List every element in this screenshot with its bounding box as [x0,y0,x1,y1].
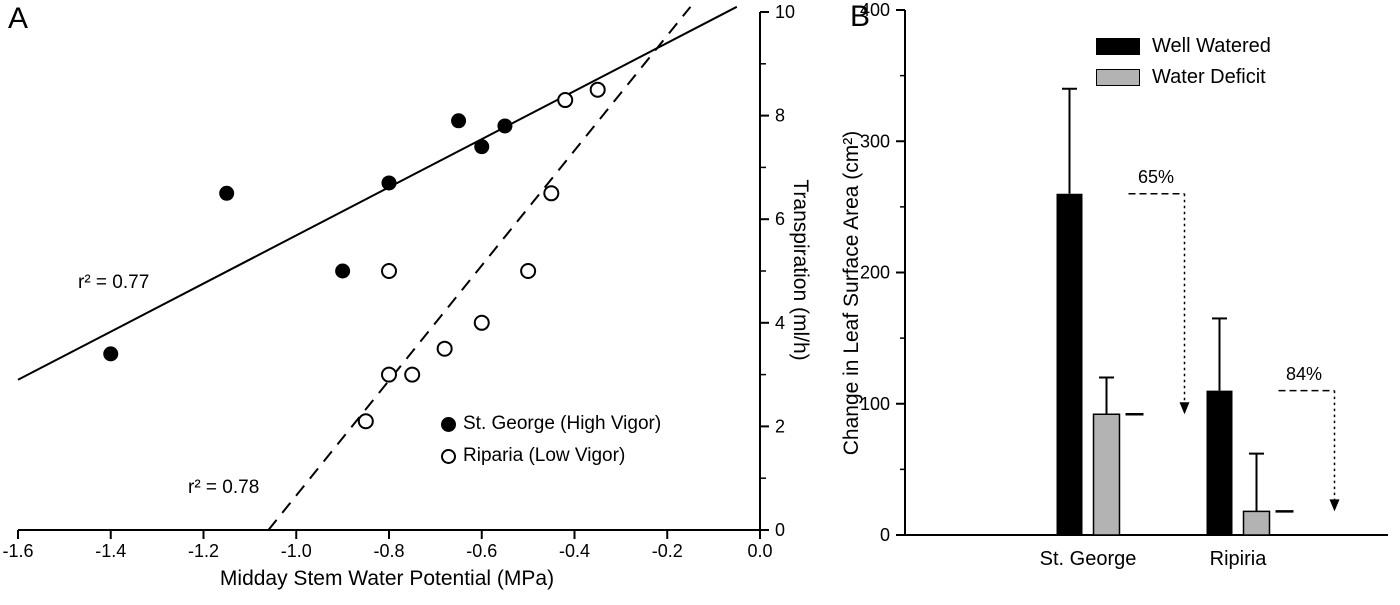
scatter-point-open-circle [557,92,574,109]
x-tick-label: -1.6 [2,541,33,561]
panel-a-label: A [8,2,29,35]
panel-b-bar-chart: 0 100 200 300 400 [860,0,1388,545]
scatter-point-open-circle [543,185,560,202]
x-tick-label: -1.2 [188,541,219,561]
legend-item-riparia: Riparia (Low Vigor) [463,445,626,466]
r-squared-dashed-label: r² = 0.78 [188,477,260,498]
bar-well-watered [1056,193,1083,535]
y-tick-label: 6 [775,209,785,229]
fit-line-solid [17,5,738,381]
scatter-point-open-circle [473,314,490,331]
category-label-ripiria: Ripiria [1209,548,1267,570]
scatter-point-open-circle [357,413,374,430]
legend-item-st-george: St. George (High Vigor) [463,413,662,434]
x-tick-label: -1.0 [281,541,312,561]
open-circle-legend-marker [441,449,456,464]
y-tick-label: 300 [860,131,890,151]
x-tick-label: -0.8 [373,541,404,561]
x-tick-label: 0.0 [747,541,772,561]
r-squared-solid-label: r² = 0.77 [78,272,150,293]
y-tick-label: 0 [880,525,890,545]
reduction-annotation-st-george: 65% [1137,167,1175,187]
filled-circle-legend-marker [441,417,456,432]
y-tick-label: 200 [860,263,890,283]
x-tick-label: -0.2 [652,541,683,561]
panel-b-label: B [850,0,871,33]
legend-item-well-watered: Well Watered [1152,35,1271,57]
y-tick-label: 8 [775,106,785,126]
water-deficit-legend-swatch [1096,69,1140,86]
y-tick-label: 4 [775,313,785,333]
bar-water-deficit [1242,510,1271,536]
panel-a-scatter-chart: -1.6 -1.4 -1.2 -1.0 -0.8 -0.6 -0.4 -0.2 0.00 2 4 6 8… [2,2,795,561]
category-label-st-george: St. George [1039,548,1137,570]
y-tick-label: 400 [860,0,890,20]
annotation-arrowhead [1329,499,1340,512]
scatter-point-filled-circle [451,113,467,129]
x-tick-label: -0.6 [466,541,497,561]
well-watered-legend-swatch [1096,38,1140,55]
y-tick-label: 10 [775,2,795,22]
scatter-point-filled-circle [219,185,235,201]
scatter-point-filled-circle [103,346,119,362]
scatter-point-filled-circle [474,139,490,155]
panel-a-y-axis-title: Transpiration (ml/h) [789,179,812,361]
reduction-annotation-ripiria: 84% [1285,364,1323,384]
bar-water-deficit [1092,413,1121,536]
legend-item-water-deficit: Water Deficit [1152,66,1266,88]
scatter-point-filled-circle [381,175,397,191]
scatter-point-filled-circle [497,118,513,134]
scatter-point-open-circle [436,340,453,357]
annotation-arrowhead [1179,402,1190,415]
scatter-point-open-circle [589,81,606,98]
fit-line-dashed [267,6,692,531]
y-tick-label: 100 [860,394,890,414]
scatter-point-filled-circle [335,263,351,279]
panel-b-y-axis-title: Change in Leaf Surface Area (cm²) [840,130,863,456]
scatter-point-open-circle [404,366,421,383]
scatter-point-open-circle [520,263,537,279]
x-tick-label: -1.4 [95,541,126,561]
scatter-point-open-circle [381,263,397,279]
y-tick-label: 0 [775,520,785,540]
scatter-point-open-circle [381,366,397,383]
bar-well-watered [1206,390,1233,535]
panel-a-x-axis-title: Midday Stem Water Potential (MPa) [219,567,555,590]
y-tick-label: 2 [775,416,785,436]
x-tick-label: -0.4 [559,541,590,561]
